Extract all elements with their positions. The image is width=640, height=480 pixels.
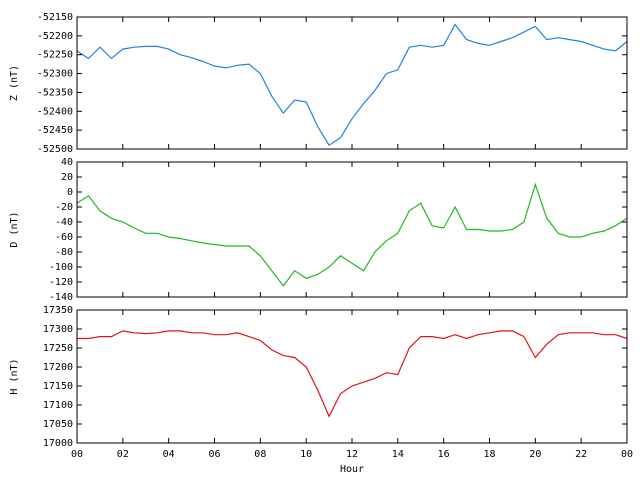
x-tick-label: 22 [575, 449, 587, 460]
data-line [76, 23, 628, 147]
y-tick-label: -100 [49, 262, 73, 273]
y-tick-label: -52400 [37, 106, 73, 117]
y-tick-label: 17250 [43, 343, 73, 354]
data-line [76, 182, 628, 287]
y-tick-label: -52250 [37, 50, 73, 61]
y-tick-label: 17200 [43, 362, 73, 373]
x-tick-label: 02 [117, 449, 129, 460]
plot-frame [76, 161, 628, 298]
x-tick-label: 18 [483, 449, 495, 460]
x-axis-label: Hour [340, 464, 364, 475]
y-tick-label: -52350 [37, 87, 73, 98]
y-tick-label: -20 [55, 202, 73, 213]
plot-frame [76, 309, 628, 444]
y-tick-label: 20 [61, 172, 73, 183]
data-line [77, 330, 628, 418]
x-tick-label: 00 [71, 449, 83, 460]
y-tick-label: 17300 [43, 324, 73, 335]
y-tick-label: 17100 [43, 400, 73, 411]
y-tick-label: -40 [55, 217, 73, 228]
y-tick-label: -80 [55, 247, 73, 258]
y-tick-label: 17050 [43, 419, 73, 430]
y-tick-label: -52150 [37, 12, 73, 23]
x-tick-label: 14 [392, 449, 404, 460]
y-tick-label: -52200 [37, 31, 73, 42]
y-tick-label: 17150 [43, 381, 73, 392]
x-tick-label: 06 [208, 449, 220, 460]
y-tick-label: -120 [49, 277, 73, 288]
y-tick-label: -52300 [37, 69, 73, 80]
y-axis-label: D (nT) [9, 211, 20, 247]
x-tick-label: 20 [529, 449, 541, 460]
y-tick-label: 0 [67, 187, 73, 198]
y-tick-label: -52500 [37, 144, 73, 155]
y-tick-label: -140 [49, 292, 73, 303]
x-tick-label: 00 [621, 449, 633, 460]
y-axis-label: Z (nT) [9, 65, 20, 101]
x-tick-label: 08 [254, 449, 266, 460]
x-tick-label: 10 [300, 449, 312, 460]
x-tick-label: 12 [346, 449, 358, 460]
x-tick-label: 16 [438, 449, 450, 460]
y-tick-label: -60 [55, 232, 73, 243]
x-tick-label: 04 [163, 449, 175, 460]
y-axis-label: H (nT) [9, 358, 20, 394]
y-tick-label: 40 [61, 157, 73, 168]
y-tick-label: 17000 [43, 438, 73, 449]
y-tick-label: 17350 [43, 305, 73, 316]
y-tick-label: -52450 [37, 125, 73, 136]
